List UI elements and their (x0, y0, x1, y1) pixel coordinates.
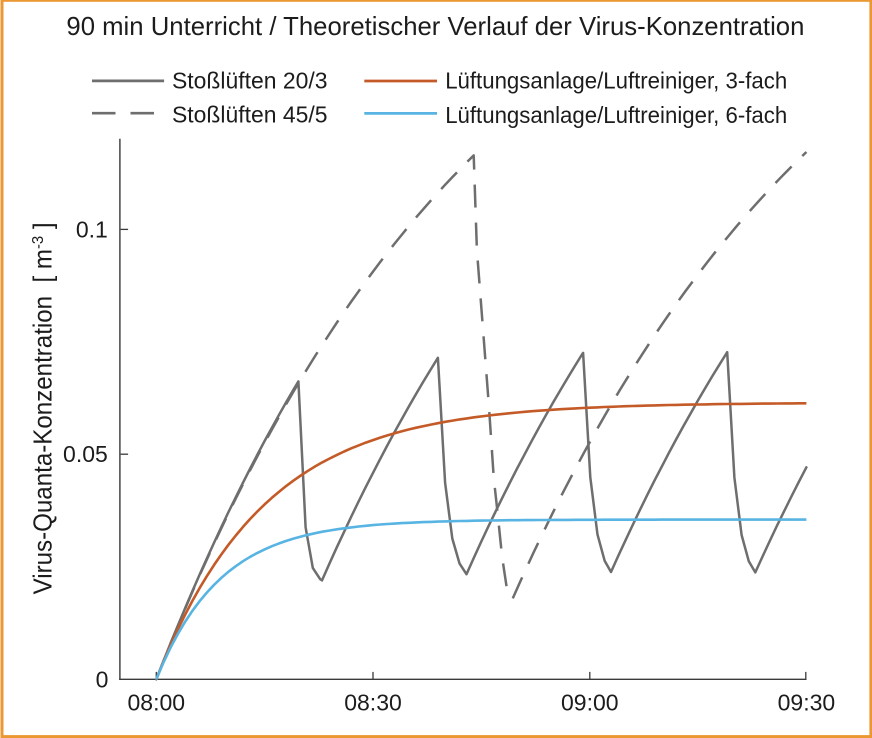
svg-text:Lüftungsanlage/Luftreiniger, 6: Lüftungsanlage/Luftreiniger, 6-fach (445, 102, 787, 128)
svg-text:Lüftungsanlage/Luftreiniger, 3: Lüftungsanlage/Luftreiniger, 3-fach (445, 68, 787, 94)
svg-text:0: 0 (96, 666, 109, 692)
svg-text:0.05: 0.05 (63, 441, 108, 467)
svg-text:09:30: 09:30 (778, 690, 836, 716)
svg-text:08:30: 08:30 (344, 690, 402, 716)
svg-text:Virus-Quanta-Konzentration [: Virus-Quanta-Konzentration [ m-3 ] (27, 222, 57, 594)
svg-text:09:00: 09:00 (561, 690, 619, 716)
svg-text:90 min Unterricht / Theoretisc: 90 min Unterricht / Theoretischer Verlau… (66, 13, 804, 41)
svg-text:0.1: 0.1 (76, 216, 108, 242)
svg-text:08:00: 08:00 (128, 690, 186, 716)
svg-text:Stoßlüften 45/5: Stoßlüften 45/5 (172, 102, 328, 128)
svg-text:Stoßlüften 20/3: Stoßlüften 20/3 (172, 67, 328, 93)
